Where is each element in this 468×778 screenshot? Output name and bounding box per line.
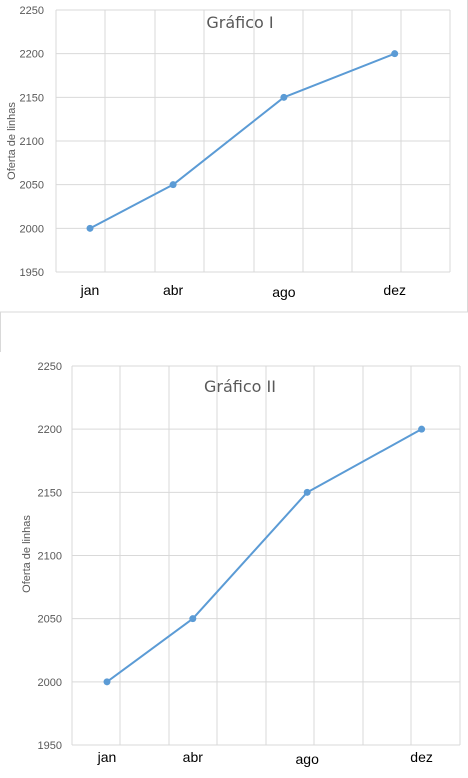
chart-2-y-tick-label: 2100 xyxy=(38,551,62,563)
chart-1-category-labels: jan abr ago dez xyxy=(80,282,406,300)
chart-2-series-line xyxy=(106,428,423,683)
chart-1-y-tick-label: 1950 xyxy=(20,267,44,279)
chart-2-data-point xyxy=(189,615,197,623)
chart-1-y-tick-label: 2150 xyxy=(20,92,44,104)
chart-1-title: Gráfico I xyxy=(206,13,273,32)
chart-1-series-line xyxy=(89,52,396,230)
chart-2-y-axis-label: Oferta de linhas xyxy=(21,515,33,593)
chart-2-horizontal-gridlines xyxy=(72,365,460,746)
chart-2-title: Gráfico II xyxy=(204,377,276,396)
chart-1-x-category-label: dez xyxy=(383,282,406,298)
chart-2-x-category-label: ago xyxy=(296,751,320,767)
chart-2-data-point xyxy=(418,425,426,433)
chart-2: 1950 2000 2050 2100 2150 2200 2250 jan abr ago de… xyxy=(21,361,461,767)
chart-1-y-axis-label: Oferta de linhas xyxy=(6,102,18,180)
chart-2-y-tick-label: 2000 xyxy=(38,677,62,689)
chart-1-x-category-label: jan xyxy=(80,282,100,298)
chart-1-y-tick-label: 2250 xyxy=(20,5,44,17)
chart-2-x-category-label: jan xyxy=(97,749,117,765)
chart-1-data-point xyxy=(391,50,399,58)
chart-2-data-point xyxy=(103,678,111,686)
chart-2-y-tick-label: 2250 xyxy=(38,361,62,373)
chart-1-horizontal-gridlines xyxy=(56,9,450,273)
chart-2-y-tick-label: 2150 xyxy=(38,487,62,499)
chart-2-y-tick-labels: 1950 2000 2050 2100 2150 2200 2250 xyxy=(38,361,62,752)
chart-1-x-category-label: abr xyxy=(163,282,184,298)
chart-2-y-tick-label: 2050 xyxy=(38,614,62,626)
chart-2-x-category-label: abr xyxy=(183,749,204,765)
chart-1-y-tick-label: 2050 xyxy=(20,180,44,192)
chart-2-y-tick-label: 1950 xyxy=(38,740,62,752)
chart-1-y-tick-label: 2000 xyxy=(20,223,44,235)
chart-1-data-point xyxy=(169,181,177,189)
chart-1-y-tick-labels: 1950 2000 2050 2100 2150 2200 2250 xyxy=(20,5,44,279)
chart-1-y-tick-label: 2100 xyxy=(20,136,44,148)
chart-2-x-category-label: dez xyxy=(410,749,433,765)
chart-1-data-point xyxy=(280,93,288,101)
chart-2-category-labels: jan abr ago dez xyxy=(97,749,433,767)
chart-1-series xyxy=(86,50,399,232)
chart-2-data-point xyxy=(303,488,311,496)
chart-1: 1950 2000 2050 2100 2150 2200 2250 jan abr ago de… xyxy=(6,5,451,300)
chart-2-y-tick-label: 2200 xyxy=(38,424,62,436)
chart-1-y-tick-label: 2200 xyxy=(20,49,44,61)
chart-2-series xyxy=(103,425,426,686)
chart-1-x-category-label: ago xyxy=(272,284,296,300)
chart-1-data-point xyxy=(86,224,94,232)
